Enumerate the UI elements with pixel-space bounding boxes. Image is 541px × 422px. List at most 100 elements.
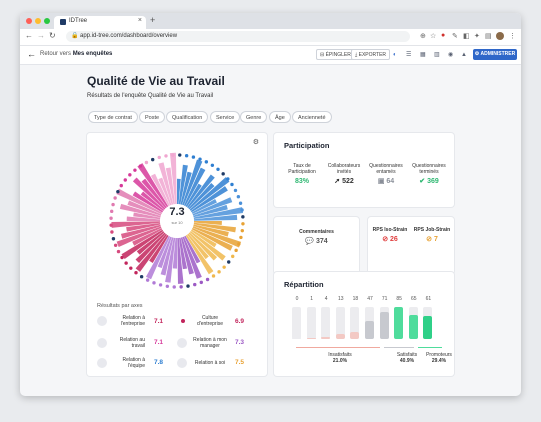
forward-icon[interactable]: → <box>37 31 45 40</box>
axis-value: 7.5 <box>235 359 245 366</box>
radial-segment <box>158 162 174 205</box>
bookmark-star-icon[interactable]: ☆ <box>430 33 437 40</box>
extensions-puzzle-icon[interactable]: ✦ <box>474 33 480 40</box>
axis-dot-icon <box>181 319 185 323</box>
stat-value: 26 <box>390 236 398 243</box>
stat-participation-rate: Taux de Participation 83% <box>282 163 322 185</box>
browser-tabbar: IDTree × + <box>20 13 521 29</box>
bar-fill[interactable] <box>306 338 316 339</box>
radial-segment <box>179 237 188 270</box>
repartition-title: Répartition <box>284 280 324 289</box>
grid-view-icon[interactable]: ▦ <box>420 52 426 58</box>
radial-dot <box>144 160 149 165</box>
browser-toolbar: ← → ↻ 🔒 app.id-tree.com/dashboard/overvi… <box>20 29 521 46</box>
stat-label: RPS Job-Strain <box>413 227 451 233</box>
warning-icon[interactable]: ▲ <box>461 52 467 58</box>
stat-value: 7 <box>433 236 438 243</box>
bar-fill[interactable] <box>321 337 331 339</box>
bar-fill[interactable] <box>408 315 418 339</box>
back-icon[interactable]: ← <box>25 31 33 40</box>
stat-value: 369 <box>427 178 439 185</box>
radial-dot <box>145 278 150 282</box>
radial-dot <box>230 182 234 187</box>
bar-fill[interactable] <box>350 332 360 339</box>
extension-icon[interactable]: ◧ <box>463 33 470 40</box>
bar-fill[interactable] <box>365 321 374 339</box>
radial-dot <box>178 153 182 157</box>
bar-fill[interactable] <box>394 307 404 339</box>
stat-invited: Collaborateurs invités ➚ 522 <box>324 163 364 185</box>
axis-avatar-icon <box>97 358 107 368</box>
radial-dot <box>238 201 243 205</box>
pin-button[interactable]: ⊟ ÉPINGLER <box>316 49 355 60</box>
reload-icon[interactable]: ↻ <box>49 31 56 40</box>
browser-menu-icon[interactable]: ⋮ <box>509 33 516 40</box>
radial-segment <box>190 229 217 248</box>
radial-dot <box>241 215 245 219</box>
bar-count-label: 1 <box>310 296 313 302</box>
radial-segment <box>137 163 169 208</box>
radial-segment <box>193 207 244 219</box>
breadcrumb-link[interactable]: Mes enquêtes <box>72 51 113 57</box>
filter-pill[interactable]: Âge <box>269 111 291 123</box>
list-view-icon[interactable]: ☰ <box>406 52 412 58</box>
comments-card[interactable]: Commentaires 💬 374 <box>274 217 359 274</box>
breadcrumb[interactable]: Retour vers Mes enquêtes <box>40 51 112 57</box>
radial-chart[interactable] <box>87 141 267 311</box>
axis-avatar-icon <box>177 358 187 368</box>
stat-label: Questionnaires entamés <box>369 163 403 175</box>
bar-fill[interactable] <box>335 334 345 339</box>
filter-pill[interactable]: Service <box>210 111 241 123</box>
bar-count-label: 61 <box>425 296 432 302</box>
admin-button[interactable]: ⚙ ADMINISTRER <box>473 49 517 60</box>
address-bar[interactable]: 🔒 app.id-tree.com/dashboard/overview <box>66 31 410 42</box>
table-view-icon[interactable]: ▥ <box>434 52 440 58</box>
zoom-icon[interactable]: ⊕ <box>420 33 426 40</box>
radial-segment <box>190 186 228 213</box>
chat-icon[interactable]: ◉ <box>448 52 454 58</box>
close-window-icon[interactable] <box>26 18 32 24</box>
back-arrow-icon[interactable]: ← <box>27 49 36 59</box>
axis-value: 6.9 <box>235 318 245 325</box>
radial-dot <box>158 283 163 287</box>
extension-icon[interactable]: ▤ <box>485 33 492 40</box>
settings-gear-icon[interactable]: ⚙ <box>252 139 259 146</box>
rps-card: RPS Iso-Strain ⊘ 26 RPS Job-Strain ⊘ 7 <box>368 217 454 274</box>
filter-pill[interactable]: Ancienneté <box>292 111 332 123</box>
bar-count-label: 13 <box>338 296 344 302</box>
new-tab-icon[interactable]: + <box>150 15 156 25</box>
filter-pill[interactable]: Qualification <box>166 111 209 123</box>
bar-fill[interactable] <box>423 316 433 339</box>
extension-icon[interactable]: ● <box>441 32 446 39</box>
bar-fill[interactable] <box>379 312 389 339</box>
radial-segment <box>191 227 233 251</box>
stat-value: 64 <box>386 178 395 185</box>
minimize-window-icon[interactable] <box>35 18 41 24</box>
bar-count-label: 71 <box>381 296 388 302</box>
bar-count-label: 4 <box>324 296 328 302</box>
radial-dot <box>227 260 231 264</box>
radial-dot <box>138 164 143 168</box>
radial-segment <box>193 224 229 237</box>
profile-avatar[interactable] <box>496 32 504 40</box>
browser-tab[interactable]: IDTree × <box>54 16 146 29</box>
stat-label: Questionnaires terminés <box>412 163 446 175</box>
filter-pill[interactable]: Type de contrat <box>88 111 138 123</box>
radial-dot <box>120 255 124 260</box>
maximize-window-icon[interactable] <box>44 18 50 24</box>
pin-label: ÉPINGLER <box>325 52 351 58</box>
bar-fill[interactable] <box>292 338 301 339</box>
theme-icon[interactable]: ◐ <box>393 52 397 58</box>
radial-segment <box>187 233 209 260</box>
radial-segment <box>145 235 171 280</box>
axes-title: Résultats par axes <box>97 303 143 309</box>
radial-segment <box>149 234 169 264</box>
filter-pill[interactable]: Poste <box>139 111 166 123</box>
radial-dot <box>241 222 245 226</box>
export-button[interactable]: ⤓ EXPORTER <box>351 49 391 60</box>
filter-pill[interactable]: Genre <box>240 111 268 123</box>
extension-icon[interactable]: ✎ <box>452 33 458 40</box>
radial-segment <box>135 233 168 272</box>
radial-segment <box>157 236 172 268</box>
close-tab-icon[interactable]: × <box>137 17 142 24</box>
